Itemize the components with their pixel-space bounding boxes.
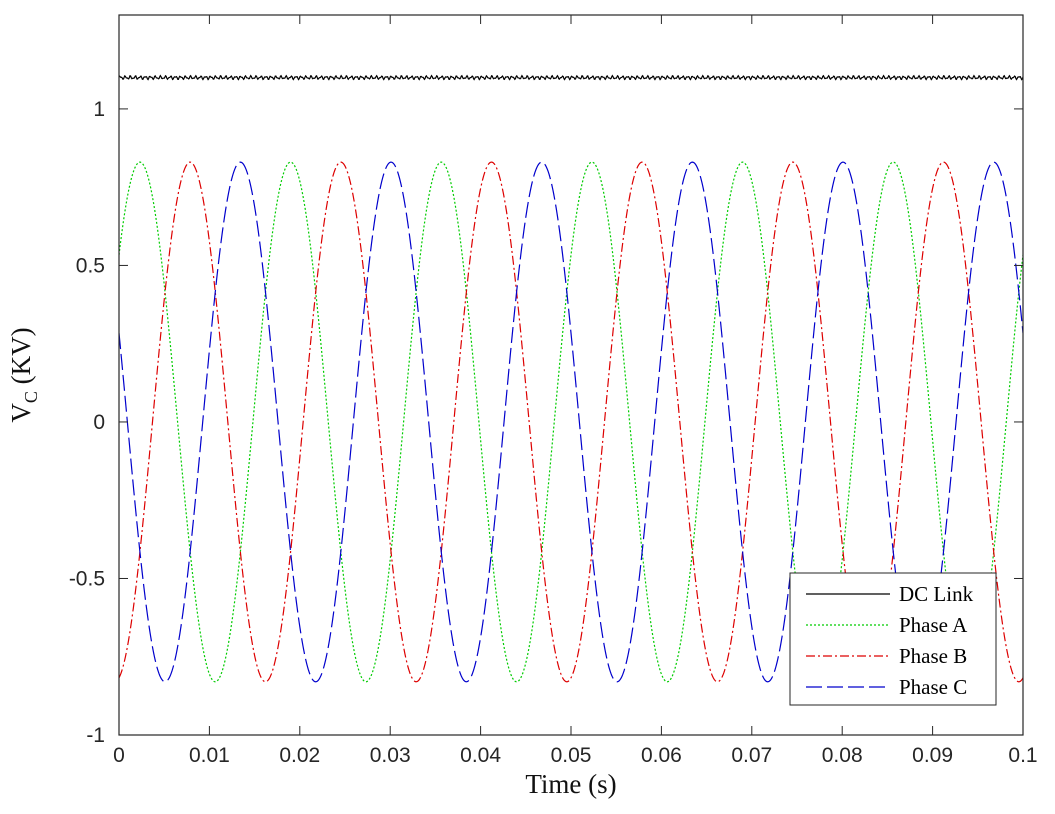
series-line-dc-link xyxy=(119,74,1023,81)
legend-entry-phase-b: Phase B xyxy=(806,644,967,668)
x-tick-label: 0.05 xyxy=(551,744,592,767)
series-line-phase-c xyxy=(119,161,1023,683)
y-axis-title: VC (KV) xyxy=(6,327,41,422)
x-tick-label: 0.08 xyxy=(822,744,863,767)
y-axis-title-main: V xyxy=(6,403,36,423)
x-tick-label: 0.04 xyxy=(460,744,501,767)
y-tick-label: -1 xyxy=(86,724,105,747)
y-tick-label: 0.5 xyxy=(76,254,105,277)
legend-box xyxy=(789,572,997,706)
legend-entry-phase-a: Phase A xyxy=(806,613,968,637)
legend-label: Phase B xyxy=(899,644,967,668)
x-tick-label: 0 xyxy=(113,744,125,767)
legend-label: Phase C xyxy=(899,675,967,699)
legend-label: Phase A xyxy=(899,613,968,637)
y-axis-title-suffix: (KV) xyxy=(6,327,36,391)
y-tick-label: 0 xyxy=(93,411,105,434)
x-axis-title: Time (s) xyxy=(525,769,616,799)
x-tick-label: 0.07 xyxy=(731,744,772,767)
x-tick-label: 0.09 xyxy=(912,744,953,767)
x-tick-label: 0.1 xyxy=(1008,744,1037,767)
x-tick-label: 0.01 xyxy=(189,744,230,767)
x-tick-label: 0.03 xyxy=(370,744,411,767)
y-axis-title-subscript: C xyxy=(21,391,41,403)
y-tick-label: -0.5 xyxy=(69,567,105,590)
ticks-layer: 0 0.01 0.02 0.03 0.04 0.05 0.06 0.07 0.08 0.09 0.1… xyxy=(69,15,1038,767)
legend-entry-phase-c: Phase C xyxy=(806,675,967,699)
legend-entry-dc-link: DC Link xyxy=(806,582,974,606)
x-tick-label: 0.06 xyxy=(641,744,682,767)
legend: DC Link Phase A Phase B Phase C xyxy=(789,572,997,706)
legend-label: DC Link xyxy=(899,582,974,606)
y-tick-label: 1 xyxy=(93,98,105,121)
x-tick-label: 0.02 xyxy=(279,744,320,767)
